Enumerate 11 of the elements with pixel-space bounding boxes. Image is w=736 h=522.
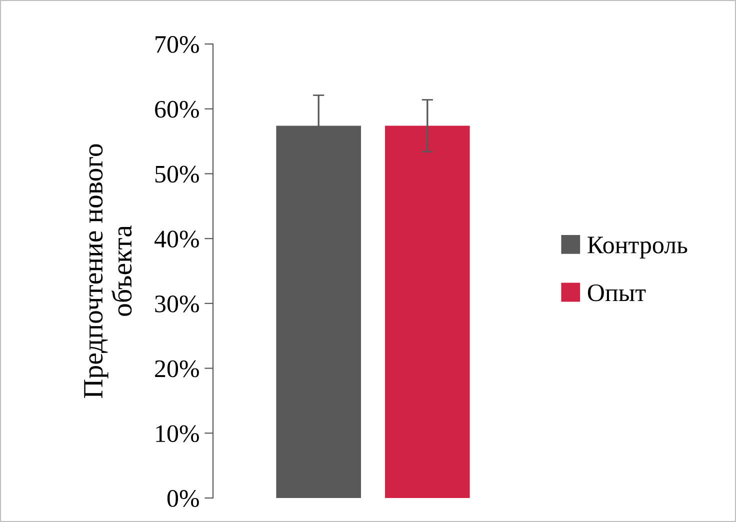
y-tick-label: 30% [155, 295, 199, 312]
y-tick-label: 0% [167, 490, 199, 507]
y-axis-title: Предпочтение нового объекта [84, 144, 132, 398]
y-tick-label: 50% [155, 166, 199, 183]
y-tick-label: 70% [156, 36, 199, 53]
legend-label: Контроль [588, 236, 688, 258]
y-tick-label: 40% [154, 230, 199, 248]
legend-label: Опыт [588, 284, 646, 302]
y-tick-label: 60% [155, 100, 199, 118]
y-tick-label: 10% [156, 425, 199, 442]
y-tick-label: 20% [155, 360, 199, 378]
